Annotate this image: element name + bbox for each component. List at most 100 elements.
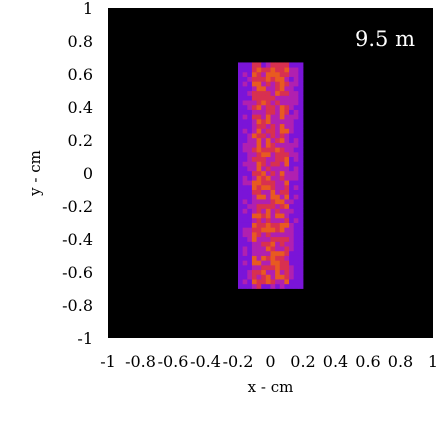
heatmap-cell bbox=[265, 71, 271, 77]
heatmap-cell bbox=[238, 156, 244, 162]
heatmap-cell bbox=[279, 227, 285, 233]
heatmap-cell bbox=[251, 71, 257, 77]
heatmap-cell bbox=[279, 269, 285, 275]
heatmap-cell bbox=[256, 208, 262, 214]
heatmap-cell bbox=[256, 255, 262, 261]
heatmap-cell bbox=[270, 175, 276, 181]
heatmap-cell bbox=[256, 104, 262, 110]
heatmap-cell bbox=[289, 151, 295, 158]
heatmap-cell bbox=[251, 142, 257, 148]
heatmap-cell bbox=[279, 123, 285, 129]
heatmap-cell bbox=[289, 118, 295, 125]
heatmap-cell bbox=[270, 114, 276, 120]
heatmap-cell bbox=[284, 279, 290, 285]
heatmap-cell bbox=[238, 133, 244, 139]
heatmap-cell bbox=[242, 283, 248, 289]
heatmap-cell bbox=[293, 274, 299, 280]
y-tick-label: -1 bbox=[77, 329, 93, 348]
heatmap-cell bbox=[242, 166, 248, 172]
heatmap-cell bbox=[238, 194, 244, 200]
heatmap-cell bbox=[265, 137, 271, 143]
heatmap-cell bbox=[284, 184, 290, 191]
heatmap-cell bbox=[238, 274, 244, 280]
heatmap-cell bbox=[265, 279, 271, 285]
heatmap-cell bbox=[275, 269, 281, 275]
heatmap-cell bbox=[284, 217, 290, 223]
heatmap-cell bbox=[293, 147, 299, 153]
heatmap-cell bbox=[293, 279, 299, 285]
heatmap-cell bbox=[256, 199, 262, 205]
heatmap-cell bbox=[265, 62, 271, 68]
heatmap-cell bbox=[261, 217, 267, 223]
heatmap-cell bbox=[256, 180, 262, 186]
heatmap-cell bbox=[284, 283, 290, 289]
heatmap-cell bbox=[293, 95, 299, 101]
heatmap-cell bbox=[289, 95, 295, 101]
x-tick-label: 0 bbox=[265, 352, 275, 371]
heatmap-cell bbox=[265, 166, 271, 172]
heatmap-cell bbox=[289, 109, 295, 115]
heatmap-cell bbox=[251, 95, 257, 101]
heatmap-cell bbox=[289, 123, 295, 129]
heatmap-cell bbox=[251, 109, 257, 115]
heatmap-cell bbox=[279, 189, 285, 195]
heatmap-cell bbox=[242, 67, 248, 73]
heatmap-cell bbox=[242, 156, 248, 162]
heatmap-cell bbox=[289, 161, 295, 167]
heatmap-cell bbox=[289, 85, 295, 92]
heatmap-cell bbox=[284, 133, 290, 139]
heatmap-cell bbox=[275, 274, 281, 280]
heatmap-cell bbox=[261, 180, 267, 186]
heatmap-cell bbox=[242, 189, 248, 195]
heatmap-cell bbox=[298, 199, 304, 205]
heatmap-cell bbox=[298, 236, 304, 242]
heatmap-cell bbox=[284, 241, 290, 247]
heatmap-cell bbox=[293, 208, 299, 214]
heatmap-cell bbox=[256, 137, 262, 143]
heatmap-cell bbox=[256, 236, 262, 242]
heatmap-cell bbox=[275, 208, 281, 214]
heatmap-cell bbox=[247, 246, 253, 252]
heatmap-cell bbox=[261, 81, 267, 87]
heatmap-cell bbox=[256, 81, 262, 87]
heatmap-cell bbox=[279, 194, 285, 200]
heatmap-cell bbox=[242, 217, 248, 223]
heatmap-cell bbox=[289, 241, 295, 247]
heatmap-cell bbox=[261, 269, 267, 275]
heatmap-cell bbox=[275, 180, 281, 186]
heatmap-cell bbox=[275, 161, 281, 167]
heatmap-cell bbox=[289, 90, 295, 96]
heatmap-cell bbox=[256, 231, 262, 238]
heatmap-cell bbox=[238, 123, 244, 129]
heatmap-cell bbox=[275, 76, 281, 82]
heatmap-cell bbox=[242, 133, 248, 139]
heatmap-cell bbox=[251, 241, 257, 247]
heatmap-cell bbox=[275, 123, 281, 129]
heatmap-cell bbox=[242, 180, 248, 186]
heatmap-cell bbox=[238, 246, 244, 252]
heatmap-cell bbox=[298, 137, 304, 143]
heatmap-cell bbox=[270, 147, 276, 153]
y-tick-label: -0.6 bbox=[62, 263, 93, 282]
heatmap-cell bbox=[298, 123, 304, 129]
heatmap-cell bbox=[247, 227, 253, 233]
heatmap-cell bbox=[238, 222, 244, 228]
heatmap-cell bbox=[256, 184, 262, 191]
heatmap-cell bbox=[270, 104, 276, 110]
x-axis-label: x - cm bbox=[248, 378, 294, 396]
heatmap-cell bbox=[251, 283, 257, 289]
heatmap-cell bbox=[242, 194, 248, 200]
heatmap-cell bbox=[279, 222, 285, 228]
heatmap-cell bbox=[279, 147, 285, 153]
heatmap-cell bbox=[238, 142, 244, 148]
heatmap-cell bbox=[265, 180, 271, 186]
heatmap-cell bbox=[293, 114, 299, 120]
heatmap-cell bbox=[265, 95, 271, 101]
heatmap-cell bbox=[298, 222, 304, 228]
heatmap-cell bbox=[298, 147, 304, 153]
heatmap-cell bbox=[242, 269, 248, 275]
heatmap-cell bbox=[242, 85, 248, 92]
heatmap-cell bbox=[293, 175, 299, 181]
heatmap-cell bbox=[275, 231, 281, 238]
heatmap-cell bbox=[298, 269, 304, 275]
